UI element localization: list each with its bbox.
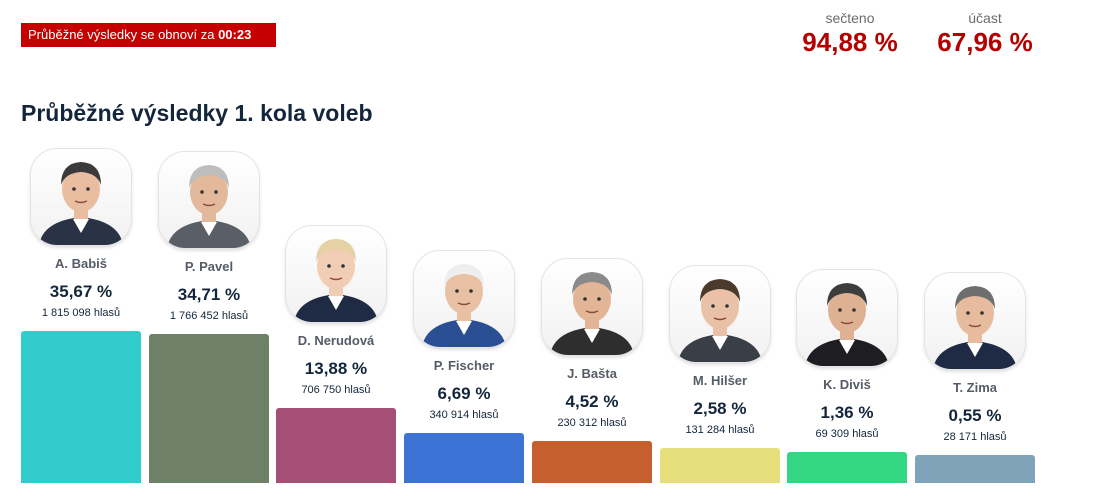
page-title: Průběžné výsledky 1. kola voleb <box>21 100 373 126</box>
candidate-name: P. Fischer <box>433 358 495 373</box>
candidate-photo <box>797 270 897 366</box>
turnout-stat: účast 67,96 % <box>925 10 1045 57</box>
candidate-column: P. Fischer 6,69 % 340 914 hlasů <box>404 0 524 496</box>
candidate-name: M. Hilšer <box>692 373 748 388</box>
refresh-timer-value: 00:23 <box>218 27 252 42</box>
result-bar <box>915 455 1035 483</box>
candidate-name: D. Nerudová <box>297 333 375 348</box>
candidate-votes: 340 914 hlasů <box>429 409 499 421</box>
candidate-votes: 1 815 098 hlasů <box>41 307 121 319</box>
candidate-name: A. Babiš <box>54 256 107 271</box>
result-bar <box>21 331 141 483</box>
candidate-votes: 69 309 hlasů <box>815 428 879 440</box>
result-bar <box>276 408 396 483</box>
candidate-votes: 28 171 hlasů <box>943 431 1007 443</box>
candidate-name: J. Bašta <box>567 366 617 381</box>
candidate-percent: 34,71 % <box>177 285 241 304</box>
result-bar <box>660 448 780 483</box>
result-bar <box>404 433 524 483</box>
candidate-name: T. Zima <box>952 380 998 395</box>
candidate-column: A. Babiš 35,67 % 1 815 098 hlasů <box>21 0 141 496</box>
candidate-photo <box>414 251 514 347</box>
candidate-column: T. Zima 0,55 % 28 171 hlasů <box>915 0 1035 496</box>
candidate-photo <box>286 226 386 322</box>
candidate-name: P. Pavel <box>184 259 234 274</box>
candidate-photo <box>31 149 131 245</box>
candidate-percent: 2,58 % <box>693 399 747 418</box>
candidate-column: K. Diviš 1,36 % 69 309 hlasů <box>787 0 907 496</box>
refresh-timer-badge: Průběžné výsledky se obnoví za 00:23 <box>21 23 276 47</box>
candidate-percent: 6,69 % <box>437 384 491 403</box>
turnout-label: účast <box>968 10 1002 26</box>
candidate-votes: 131 284 hlasů <box>685 424 755 436</box>
candidate-column: J. Bašta 4,52 % 230 312 hlasů <box>532 0 652 496</box>
candidate-percent: 35,67 % <box>49 282 113 301</box>
candidate-votes: 706 750 hlasů <box>301 384 371 396</box>
candidate-column: M. Hilšer 2,58 % 131 284 hlasů <box>660 0 780 496</box>
result-bar <box>787 452 907 483</box>
candidate-photo <box>542 259 642 355</box>
candidate-column: D. Nerudová 13,88 % 706 750 hlasů <box>276 0 396 496</box>
candidate-votes: 1 766 452 hlasů <box>169 310 249 322</box>
candidate-percent: 0,55 % <box>948 406 1002 425</box>
candidate-photo <box>159 152 259 248</box>
refresh-timer-text: Průběžné výsledky se obnoví za <box>28 27 215 42</box>
candidate-percent: 13,88 % <box>304 359 368 378</box>
counted-value: 94,88 % <box>802 27 898 57</box>
candidate-percent: 1,36 % <box>820 403 874 422</box>
candidate-photo <box>670 266 770 362</box>
turnout-value: 67,96 % <box>937 27 1033 57</box>
candidate-column: P. Pavel 34,71 % 1 766 452 hlasů <box>149 0 269 496</box>
result-bar <box>532 441 652 483</box>
candidate-votes: 230 312 hlasů <box>557 417 627 429</box>
counted-stat: sečteno 94,88 % <box>790 10 910 57</box>
result-bar <box>149 334 269 483</box>
candidate-name: K. Diviš <box>823 377 871 392</box>
candidate-photo <box>925 273 1025 369</box>
counted-label: sečteno <box>825 10 875 26</box>
candidate-percent: 4,52 % <box>565 392 619 411</box>
